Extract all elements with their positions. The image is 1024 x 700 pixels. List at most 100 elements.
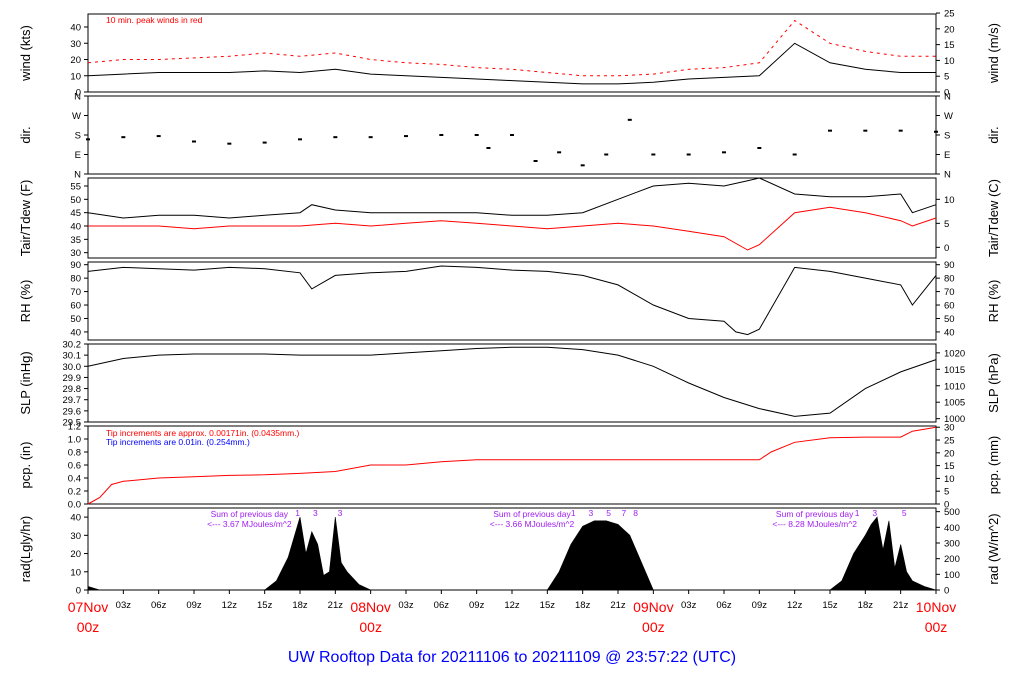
dir-point [333,136,338,139]
rad-ytick-label-right: 200 [944,554,960,565]
rh-ytick-label-right: 90 [944,260,955,271]
dir-ytick-label-left: E [75,150,81,161]
rad-ytick-label-right: 500 [944,507,960,518]
wind-ytick-label-left: 30 [70,39,81,50]
slp-ytick-label-left: 29.9 [63,373,82,384]
x-tick-label: 09z [469,600,485,611]
dir-point [404,135,408,138]
wind-panel [84,12,940,93]
pcp-ytick-label-left: 0.0 [68,500,81,511]
dir-point [486,147,491,149]
x-tick-label: 15z [822,600,838,611]
dir-point [474,134,479,136]
pcp-ytick-label-left: 0.6 [68,461,81,472]
x-day-label: 08Nov [350,599,390,615]
dir-point [898,129,903,132]
rad-hour-marker: 3 [872,508,877,518]
slp-ytick-label-right: 1015 [944,365,965,376]
dir-point [156,135,161,138]
pcp-ytick-label-left: 0.8 [68,448,81,459]
x-tick-label: 18z [575,600,591,611]
rad-hour-marker: 3 [313,508,318,518]
temp-ytick-label-left: 50 [70,195,81,206]
dir-point [368,136,373,139]
rad-hour-marker: 7 [622,508,627,518]
rad-sum-note-line1: Sum of previous day [493,509,571,519]
x-tick-label: 15z [257,600,273,611]
rad-hour-marker: 1 [571,508,576,518]
x-tick-label: 03z [681,600,697,611]
dir-point [580,164,585,167]
temp-ytick-label-left: 55 [70,182,81,193]
dir-point [686,153,691,156]
slp-ylabel: SLP (inHg) [18,351,33,414]
rad-ytick-label-left: 0 [76,586,81,597]
temp-ytick-label-left: 45 [70,208,81,219]
dir-point [510,134,514,136]
pcp-annotation: Tip increments are 0.01in. (0.254mm.) [106,437,250,447]
rad-hour-marker: 1 [295,508,300,518]
slp-ytick-label-left: 29.6 [63,406,82,417]
rh-panel [84,261,940,341]
temp-ytick-label-right: 5 [944,219,949,230]
rad-ylabel-right: rad (W/m^2) [986,513,1001,584]
temp-ytick-label-left: 40 [70,222,81,233]
temp-frame [87,177,937,259]
dir-point [627,118,632,121]
x-tick-label: 03z [116,600,132,611]
dir-point [863,129,868,132]
rad-hour-marker: 3 [338,508,343,518]
slp-ytick-label-left: 29.8 [63,384,82,395]
dir-point [651,153,656,156]
rad-ytick-label-left: 40 [70,513,81,524]
slp-ytick-label-right: 1010 [944,381,965,392]
dir-ytick-label-right: N [944,92,951,103]
rad-sum-note-line2: <--- 3.66 MJoules/m^2 [490,519,575,529]
wind-ytick-label-left: 20 [70,55,81,66]
rad-sum-note-line2: <--- 8.28 MJoules/m^2 [772,519,857,529]
temp-ytick-label-right: 0 [944,243,949,254]
slp-ytick-label-right: 1020 [944,348,965,359]
dir-point [227,142,232,145]
slp-ytick-label-left: 30.0 [63,362,82,373]
wind-ylabel-right: wind (m/s) [986,23,1001,84]
pcp-ytick-label-left: 1.2 [68,422,81,433]
rh-series-line-main [87,265,937,336]
dir-point [121,136,126,139]
rh-frame [87,261,937,341]
rad-ytick-label-right: 0 [944,586,949,597]
dir-ytick-label-left: W [72,111,81,122]
pcp-ylabel-right: pcp. (mm) [986,436,1001,495]
rad-sum-note-line2: <--- 3.67 MJoules/m^2 [207,519,292,529]
x-tick-label: 12z [787,600,803,611]
rad-hour-marker: 1 [855,508,860,518]
x-tick-label: 09z [752,600,768,611]
dir-ytick-label-right: E [944,150,950,161]
x-day-label: 07Nov [68,599,108,615]
dir-ytick-label-right: W [944,111,953,122]
x-day-label: 10Nov [916,599,956,615]
pcp-ylabel: pcp. (in) [18,442,33,489]
wind-ytick-label-left: 40 [70,23,81,34]
pcp-ytick-label-right: 20 [944,448,955,459]
dir-ytick-label-left: N [74,92,81,103]
x-tick-label: 06z [434,600,450,611]
chart-title: UW Rooftop Data for 20211106 to 20211109… [287,649,737,666]
pcp-ytick-label-right: 25 [944,436,955,447]
x-tick-label: 12z [504,600,520,611]
rad-hour-marker: 8 [633,508,638,518]
pcp-ytick-label-left: 1.0 [68,435,81,446]
dir-point [557,151,562,154]
rh-ytick-label-left: 80 [70,274,81,285]
rad-ytick-label-right: 300 [944,538,960,549]
x-day-label-hour: 00z [77,619,100,635]
x-tick-label: 21z [893,600,909,611]
slp-panel [84,343,940,423]
x-tick-label: 12z [222,600,238,611]
slp-ylabel-right: SLP (hPa) [986,353,1001,413]
dir-ytick-label-right: N [944,170,951,181]
wind-annotation: 10 min. peak winds in red [106,15,203,25]
rad-ytick-label-left: 20 [70,549,81,560]
dir-ytick-label-left: S [75,131,81,142]
